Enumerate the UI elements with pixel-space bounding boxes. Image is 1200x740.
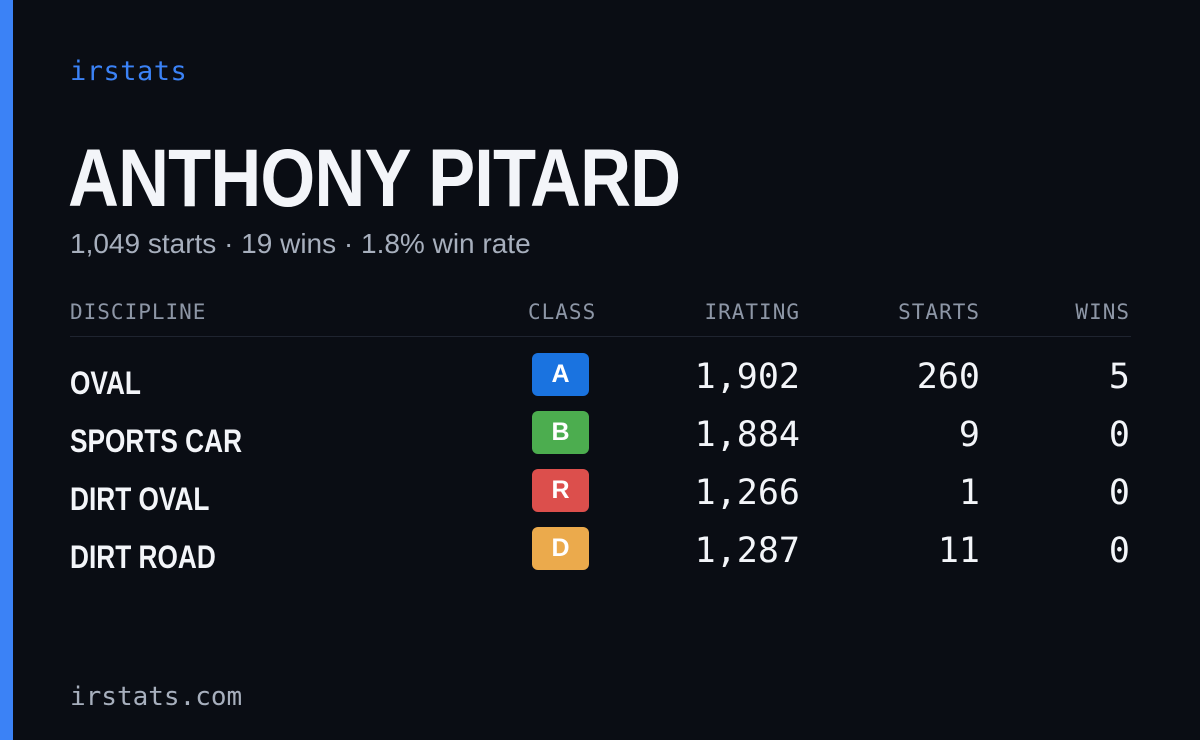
table-header: DISCIPLINE CLASS IRATING STARTS WINS — [70, 296, 1131, 337]
driver-summary: 1,049 starts · 19 wins · 1.8% win rate — [70, 228, 531, 259]
header-wins: WINS — [1075, 300, 1130, 324]
class-badge: R — [532, 469, 589, 512]
accent-bar — [0, 0, 13, 740]
starts-value: 260 — [916, 357, 980, 397]
class-badge: B — [532, 411, 589, 454]
class-badge: A — [532, 353, 589, 396]
driver-name: ANTHONY PITARD — [68, 133, 681, 224]
brand-logo: irstats — [70, 56, 188, 87]
wins-value: 5 — [1108, 357, 1130, 397]
table-row: DIRT ROAD D 1,287 11 0 — [70, 527, 1131, 585]
header-class: CLASS — [528, 300, 597, 324]
table-row: OVAL A 1,902 260 5 — [70, 353, 1131, 411]
wins-value: 0 — [1108, 473, 1130, 513]
wins-value: 0 — [1108, 415, 1130, 455]
discipline-name: SPORTS CAR — [70, 423, 243, 459]
starts-value: 11 — [937, 531, 980, 571]
discipline-name: DIRT ROAD — [70, 539, 216, 575]
irating-value: 1,287 — [694, 531, 800, 571]
wins-value: 0 — [1108, 531, 1130, 571]
table-row: SPORTS CAR B 1,884 9 0 — [70, 411, 1131, 469]
table-row: DIRT OVAL R 1,266 1 0 — [70, 469, 1131, 527]
header-discipline: DISCIPLINE — [70, 300, 207, 324]
footer-url: irstats.com — [70, 682, 243, 712]
header-starts: STARTS — [898, 300, 980, 324]
discipline-name: OVAL — [70, 365, 141, 401]
irating-value: 1,902 — [694, 357, 800, 397]
irating-value: 1,266 — [694, 473, 800, 513]
irating-value: 1,884 — [694, 415, 800, 455]
starts-value: 9 — [958, 415, 980, 455]
table-body: OVAL A 1,902 260 5 SPORTS CAR B 1,884 9 … — [70, 353, 1131, 585]
starts-value: 1 — [958, 473, 980, 513]
discipline-name: DIRT OVAL — [70, 481, 210, 517]
header-irating: IRATING — [704, 300, 800, 324]
discipline-table: DISCIPLINE CLASS IRATING STARTS WINS OVA… — [70, 296, 1131, 585]
class-badge: D — [532, 527, 589, 570]
